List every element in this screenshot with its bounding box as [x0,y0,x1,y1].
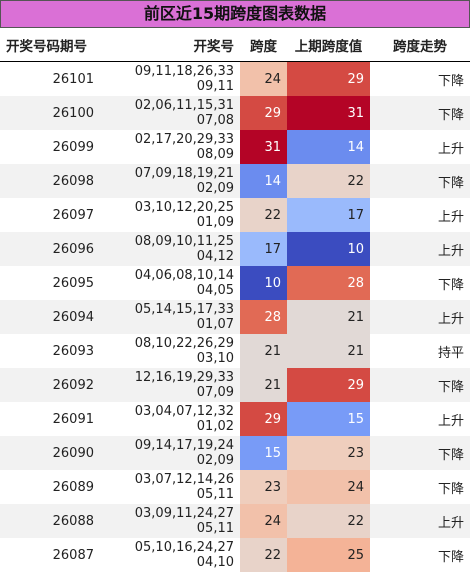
table-cell: 26096 [0,232,100,266]
data-table: 开奖号码期号 开奖号 跨度 上期跨度值 跨度走势 26101 09,11,18,26,33… [0,28,470,572]
span-cell: 21 [240,334,287,368]
span-cell: 28 [240,300,287,334]
span-cell: 22 [240,198,287,232]
table-cell: 08,09,10,11,25 04,12 [100,232,240,266]
column-header: 开奖号码期号 [0,28,100,62]
table-cell: 下降 [437,277,464,293]
table-cell: 26087 [52,547,94,563]
table-cell: 下降 [437,549,464,565]
table-cell: 26091 [52,411,94,427]
table-cell: 09,14,17,19,24 02,09 [100,436,240,470]
table-cell: 26088 [0,504,100,538]
span-cell: 22 [240,538,287,572]
table-cell: 上升 [370,504,470,538]
span-cell: 23 [287,436,370,470]
table-row: 26088 03,09,11,24,27 05,11 24 22 上升 [0,504,470,538]
span-cell: 29 [287,61,370,96]
table-cell: 26093 [52,343,94,359]
table-row: 26096 08,09,10,11,25 04,12 17 10 上升 [0,232,470,266]
table-cell: 26089 [52,479,94,495]
span-cell: 23 [240,470,287,504]
table-cell: 26098 [0,164,100,198]
span-cell: 22 [287,504,370,538]
span-cell: 15 [240,436,287,470]
table-cell: 上升 [437,209,464,225]
table-cell: 26097 [52,207,94,223]
table-row: 26087 05,10,16,24,27 04,10 22 25 下降 [0,538,470,572]
table-row: 26100 02,06,11,15,31 07,08 29 31 下降 [0,96,470,130]
table-row: 26091 03,04,07,12,32 01,02 29 15 上升 [0,402,470,436]
table-cell: 02,17,20,29,33 08,09 [134,132,234,162]
table-cell: 09,11,18,26,33 09,11 [134,64,234,94]
table-cell: 12,16,19,29,33 07,09 [100,368,240,402]
table-row: 26098 07,09,18,19,21 02,09 14 22 下降 [0,164,470,198]
table-cell: 03,07,12,14,26 05,11 [134,472,234,502]
span-cell: 29 [240,402,287,436]
span-cell: 24 [240,61,287,96]
column-header: 上期跨度值 [287,28,370,62]
span-cell: 24 [240,504,287,538]
column-header: 开奖号 [100,28,240,62]
table-cell: 上升 [437,141,464,157]
table-cell: 上升 [437,413,464,429]
table-cell: 03,04,07,12,32 01,02 [134,404,234,434]
table-cell: 26092 [0,368,100,402]
table-cell: 03,10,12,20,25 01,09 [134,200,234,230]
span-cell: 14 [240,164,287,198]
table-cell: 04,06,08,10,14 04,05 [134,268,234,298]
table-cell: 26099 [52,139,94,155]
span-cell: 10 [287,232,370,266]
table-row: 26094 05,14,15,17,33 01,07 28 21 上升 [0,300,470,334]
table-cell: 持平 [437,345,464,361]
table-cell: 26090 [0,436,100,470]
span-cell: 21 [287,300,370,334]
table-row: 26101 09,11,18,26,33 09,11 24 29 下降 [0,61,470,96]
span-cell: 28 [287,266,370,300]
table-cell: 03,09,11,24,27 05,11 [100,504,240,538]
table-row: 26095 04,06,08,10,14 04,05 10 28 下降 [0,266,470,300]
table-cell: 下降 [370,436,470,470]
table-row: 26099 02,17,20,29,33 08,09 31 14 上升 [0,130,470,164]
span-cell: 21 [240,368,287,402]
table-cell: 07,09,18,19,21 02,09 [100,164,240,198]
table-cell: 上升 [370,300,470,334]
table-row: 26093 08,10,22,26,29 03,10 21 21 持平 [0,334,470,368]
span-cell: 17 [240,232,287,266]
table-cell: 下降 [437,481,464,497]
header-row: 开奖号码期号 开奖号 跨度 上期跨度值 跨度走势 [0,28,470,62]
span-cell: 25 [287,538,370,572]
span-cell: 15 [287,402,370,436]
table-row: 26092 12,16,19,29,33 07,09 21 29 下降 [0,368,470,402]
table-cell: 下降 [370,368,470,402]
span-cell: 22 [287,164,370,198]
span-cell: 31 [240,130,287,164]
table-cell: 下降 [370,164,470,198]
span-cell: 29 [287,368,370,402]
span-cell: 24 [287,470,370,504]
title: 前区近15期跨度图表数据 [0,0,470,28]
table-cell: 02,06,11,15,31 07,08 [100,96,240,130]
table-row: 26090 09,14,17,19,24 02,09 15 23 下降 [0,436,470,470]
span-cell: 10 [240,266,287,300]
table-cell: 05,10,16,24,27 04,10 [134,540,234,570]
span-cell: 14 [287,130,370,164]
table-cell: 上升 [370,232,470,266]
table-cell: 下降 [370,96,470,130]
table-cell: 26095 [52,275,94,291]
column-header: 跨度 [240,28,287,62]
table-cell: 08,10,22,26,29 03,10 [134,336,234,366]
table-cell: 26101 [52,71,94,87]
span-cell: 31 [287,96,370,130]
table-row: 26089 03,07,12,14,26 05,11 23 24 下降 [0,470,470,504]
table-cell: 26100 [0,96,100,130]
span-cell: 21 [287,334,370,368]
span-cell: 17 [287,198,370,232]
table-cell: 26094 [0,300,100,334]
span-cell: 29 [240,96,287,130]
table-row: 26097 03,10,12,20,25 01,09 22 17 上升 [0,198,470,232]
table-cell: 下降 [437,73,464,89]
column-header: 跨度走势 [370,28,470,62]
table-cell: 05,14,15,17,33 01,07 [100,300,240,334]
